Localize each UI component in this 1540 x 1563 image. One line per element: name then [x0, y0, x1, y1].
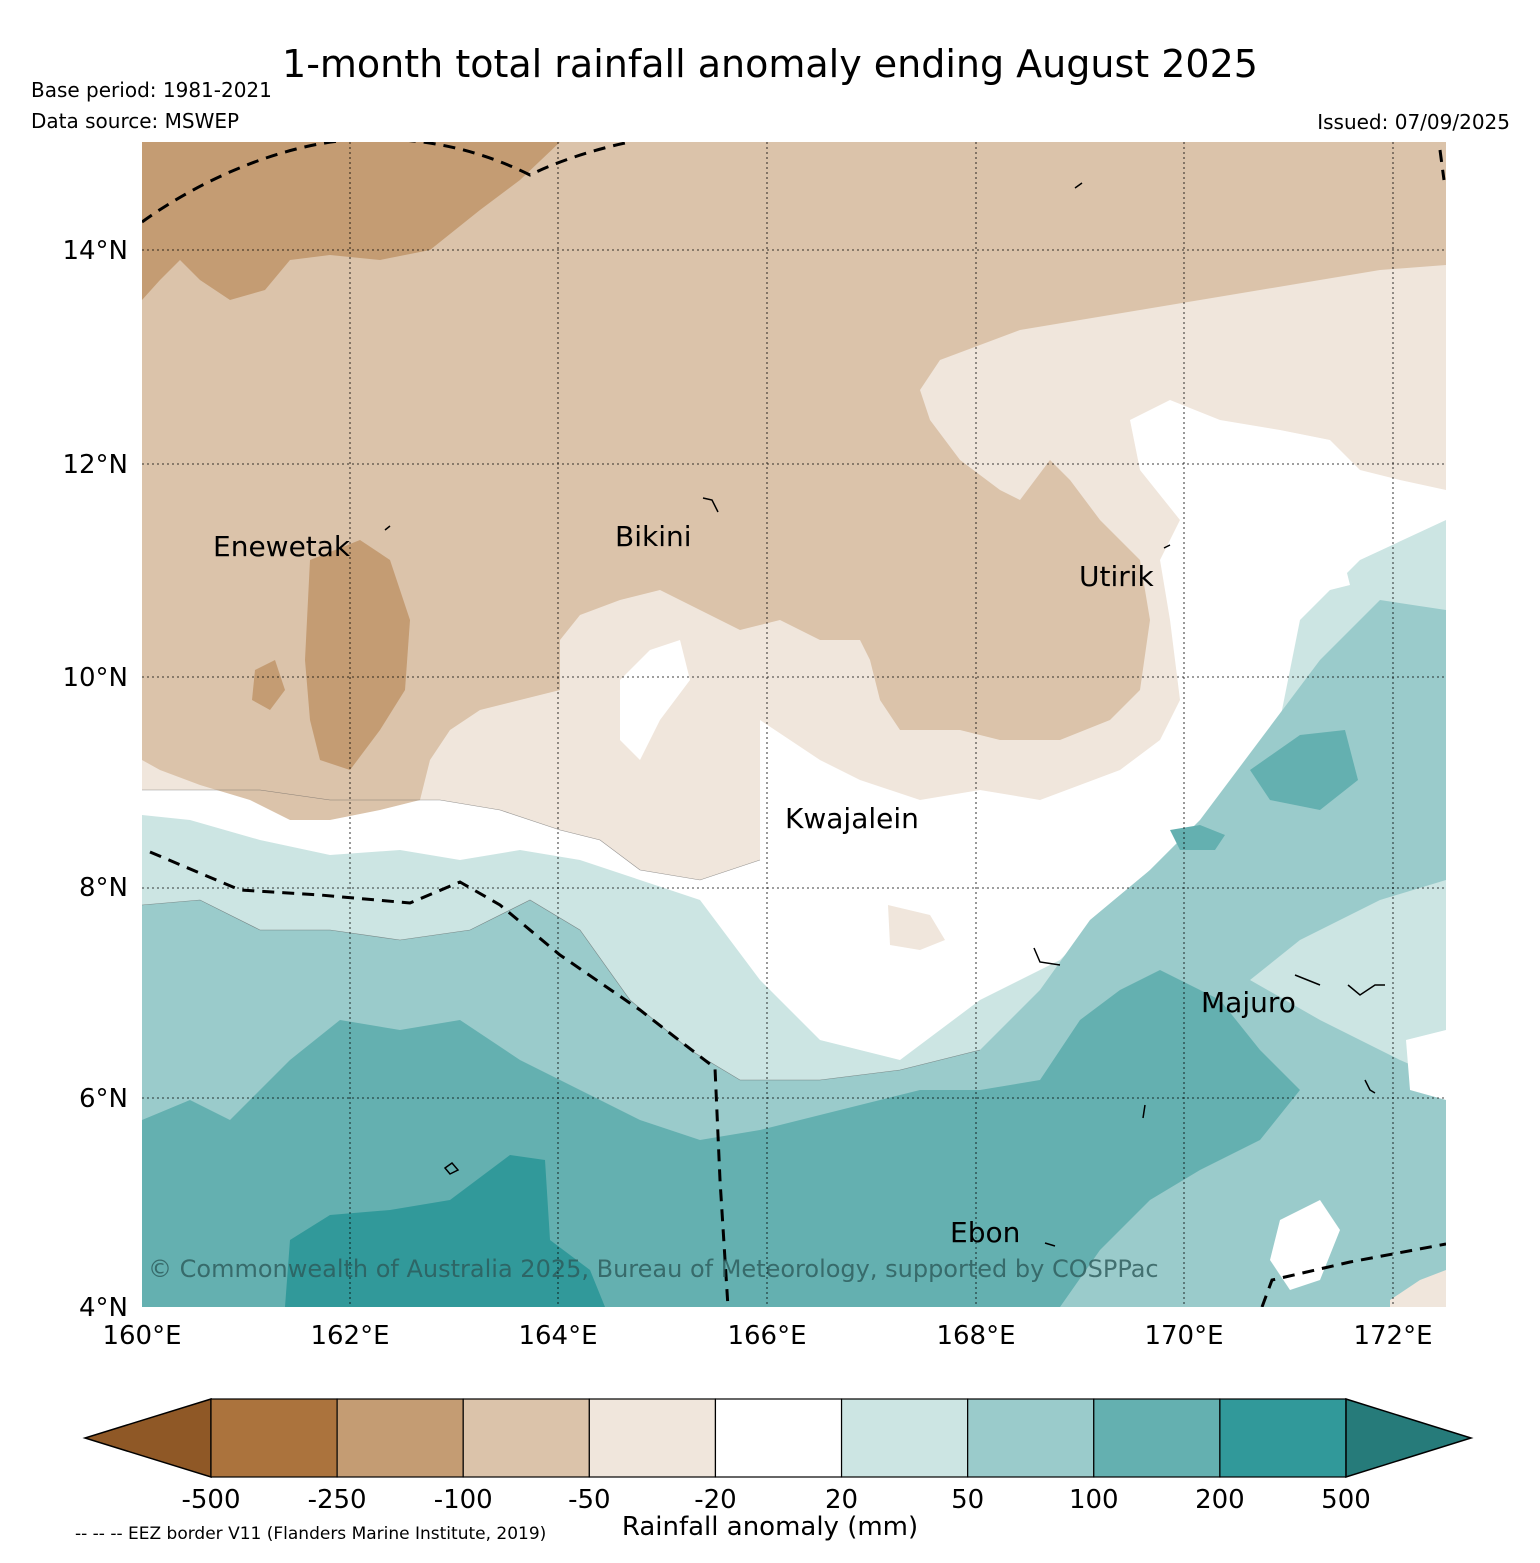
lon-tick-label: 166°E — [727, 1321, 806, 1351]
colorbar-tick-label: 100 — [1069, 1485, 1119, 1515]
colorbar-tick-label: -250 — [308, 1485, 367, 1515]
colorbar-segment — [462, 1398, 590, 1478]
place-label-ebon: Ebon — [950, 1216, 1020, 1249]
colorbar-extend-high — [1345, 1397, 1474, 1479]
lon-tick-label: 168°E — [936, 1321, 1015, 1351]
anomaly-field: © Commonwealth of Australia 2025, Bureau… — [142, 142, 1446, 1307]
colorbar-segment — [1093, 1398, 1221, 1478]
issued-date-label: Issued: 07/09/2025 — [1317, 110, 1510, 134]
place-label-utirik: Utirik — [1079, 560, 1155, 593]
lon-tick-label: 172°E — [1353, 1321, 1432, 1351]
colorbar-segment — [210, 1398, 338, 1478]
colorbar-segment — [588, 1398, 717, 1478]
anomaly-zone-neg100-neg250-c — [252, 660, 285, 710]
lon-tick-label: 160°E — [102, 1321, 181, 1351]
lat-tick-label: 4°N — [79, 1293, 128, 1323]
colorbar-segment — [967, 1398, 1095, 1478]
lon-tick-label: 162°E — [310, 1321, 389, 1351]
lat-tick-label: 10°N — [62, 663, 128, 693]
anomaly-zone-neg50-neg20-patch — [888, 905, 945, 950]
lon-tick-label: 170°E — [1144, 1321, 1223, 1351]
graticule — [142, 142, 1446, 1307]
colorbar-extend-low — [82, 1397, 212, 1479]
lat-tick-labels: 4°N 6°N 8°N 10°N 12°N 14°N — [62, 236, 128, 1323]
anomaly-zone-white-a — [620, 640, 690, 760]
colorbar-tick-label: 500 — [1321, 1485, 1371, 1515]
colorbar-segment — [336, 1398, 464, 1478]
map-title: 1-month total rainfall anomaly ending Au… — [282, 42, 1258, 86]
colorbar-tick-label: -100 — [434, 1485, 493, 1515]
colorbar-title: Rainfall anomaly (mm) — [621, 1512, 919, 1542]
copyright-notice: © Commonwealth of Australia 2025, Bureau… — [148, 1255, 1159, 1283]
anomaly-zone-neg20-neg50-corner — [1390, 1270, 1446, 1307]
colorbar: -500 -250 -100 -50 -20 20 50 100 200 500 — [82, 1397, 1474, 1515]
colorbar-tick-label: 20 — [825, 1485, 858, 1515]
anomaly-zone-neg100-neg250 — [142, 142, 560, 300]
eez-borders — [142, 142, 1446, 1307]
base-period-label: Base period: 1981-2021 — [31, 78, 272, 102]
place-label-bikini: Bikini — [615, 520, 692, 553]
colorbar-tick-label: -50 — [568, 1485, 610, 1515]
eez-footnote: -- -- -- EEZ border V11 (Flanders Marine… — [75, 1524, 547, 1544]
anomaly-zone-100-200-b — [1250, 730, 1358, 810]
lat-tick-label: 8°N — [79, 873, 128, 903]
place-label-majuro: Majuro — [1201, 986, 1296, 1019]
lat-tick-label: 6°N — [79, 1084, 128, 1114]
colorbar-tick-label: -500 — [181, 1485, 240, 1515]
anomaly-zone-white-b — [1320, 565, 1350, 590]
lon-tick-labels: 160°E 162°E 164°E 166°E 168°E 170°E 172°… — [102, 1321, 1432, 1351]
anomaly-zone-neg50-neg100 — [142, 142, 1446, 820]
anomaly-zone-neg100-neg250-b — [305, 540, 410, 770]
lat-tick-label: 14°N — [62, 236, 128, 266]
anomaly-zone-200-500 — [285, 1155, 605, 1307]
atolls — [384, 182, 1385, 1247]
colorbar-segment — [714, 1398, 843, 1478]
colorbar-tick-label: 50 — [951, 1485, 984, 1515]
place-label-enewetak: Enewetak — [213, 530, 351, 563]
colorbar-tick-label: -20 — [694, 1485, 736, 1515]
colorbar-tick-label: 200 — [1195, 1485, 1245, 1515]
lat-tick-label: 12°N — [62, 450, 128, 480]
lon-tick-label: 164°E — [518, 1321, 597, 1351]
anomaly-zone-white-d — [1406, 1030, 1446, 1100]
colorbar-segment — [1219, 1398, 1347, 1478]
place-label-kwajalein: Kwajalein — [785, 802, 919, 835]
data-source-label: Data source: MSWEP — [31, 109, 240, 133]
colorbar-segment — [840, 1398, 969, 1478]
